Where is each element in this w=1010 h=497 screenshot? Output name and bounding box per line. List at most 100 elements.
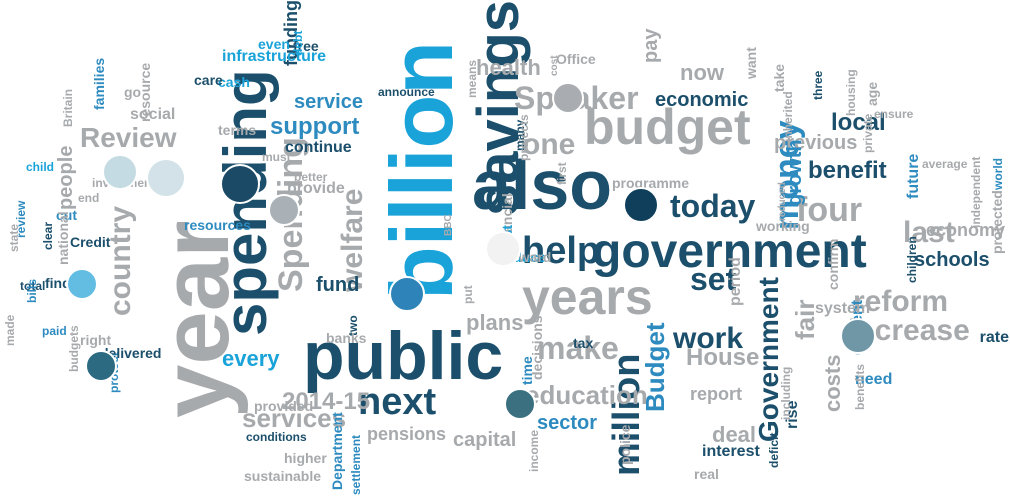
word-end: end [78,191,100,205]
word-budget: Budget [640,322,670,412]
word-cut: cut [56,207,77,223]
word-independent: independent [969,156,983,228]
dot-navy-1 [220,164,260,204]
word-including: including [779,366,793,420]
word-made: made [3,314,17,346]
word-children: children [905,236,919,283]
word-four: four [796,191,863,229]
dot-grey-2 [552,82,584,114]
word-plans: plans [466,310,524,335]
word-pensions: pensions [367,424,447,444]
word-fund: fund [316,274,360,296]
word-schools: schools [914,249,990,271]
word-sector: sector [537,412,598,434]
word-total: total [20,279,46,293]
word-state: state [7,223,21,252]
word-work: work [673,322,744,355]
word-cost: cost [549,55,560,76]
word-system: system [815,300,871,317]
word-period: period [727,257,744,306]
word-pay: pay [640,28,662,63]
word-clear: clear [41,221,55,250]
word-deal: deal [712,422,757,447]
word-private: private [861,113,875,153]
word-credit: Credit [70,234,111,250]
word-britain: Britain [61,88,75,127]
dot-navy-2 [623,187,659,223]
word-department: Department [329,412,345,490]
word-banks: banks [326,330,367,346]
word-previous: previous [774,132,858,154]
dot-teal-2 [504,388,536,420]
word-future: future [905,153,922,199]
word-next: next [358,381,437,423]
word-take: take [771,63,787,92]
word-go: go [124,84,142,100]
dot-white-1 [485,231,521,267]
word-bbc: BBC [443,214,454,236]
word-delivered: delivered [100,345,162,361]
dot-slate-1 [840,318,876,354]
word-economic: economic [655,89,749,111]
word-service: service [294,91,363,113]
word-report: report [690,384,743,404]
word-make: make [537,330,619,366]
word-programme: programme [612,175,690,191]
word-country: country [104,205,137,316]
word-review: Review [80,122,177,153]
word-office: Office [556,51,596,67]
dot-teal-1 [85,350,117,382]
dot-light-2 [146,158,186,198]
word-resource: resource [137,62,153,122]
word-higher: higher [284,450,327,466]
word-protected: protected [989,190,1005,254]
word-right: right [80,332,112,348]
word-national: national [55,211,71,265]
word-growth: growth [784,139,806,206]
word-rate: rate [979,329,1009,346]
word-even: even [258,36,290,52]
dot-blue-1 [389,276,425,312]
word-support: support [270,113,360,140]
word-education: education [525,380,648,410]
word-people: people [55,145,77,210]
word-housing: housing [844,69,858,116]
word-provided: provided [254,398,314,414]
word-age: age [864,81,880,106]
word-free: free [293,38,319,54]
word-decisions: decisions [529,315,545,380]
word-world: world [991,158,1005,190]
word-cash: cash [218,74,250,90]
word-bills: bills [25,278,39,303]
word-now: now [680,60,724,85]
word-every: every [222,346,280,371]
word-economy: economy [926,220,1006,240]
word-public: public [303,318,504,394]
word-last: last [903,216,955,249]
word-house: House [686,344,760,371]
word-set: set [690,261,737,297]
dot-grey-1 [268,194,300,226]
word-confirm: confirm [825,238,841,290]
word-inherited: inherited [781,91,795,142]
word-government: government [592,225,867,278]
word-paid: paid [42,324,67,338]
word-costs: costs [820,354,845,412]
dot-light-1 [102,154,138,190]
word-sustainable: sustainable [244,468,322,484]
word-benefit: benefit [808,157,887,184]
word-interest: interest [702,443,760,460]
word-services: services [242,403,347,433]
word-income: income [527,429,541,472]
word-continue: continue [285,139,352,156]
word-tax: tax [573,335,594,351]
word-one: one [522,128,576,161]
word-settlement: settlement [349,434,363,495]
word-working: working [756,218,810,234]
word-conditions: conditions [246,430,307,444]
dot-cyan-1 [66,268,98,300]
word-average: average [922,157,968,171]
word-child: child [26,160,55,174]
word-provide: provide [287,180,345,197]
word-budget: budget [584,99,751,155]
